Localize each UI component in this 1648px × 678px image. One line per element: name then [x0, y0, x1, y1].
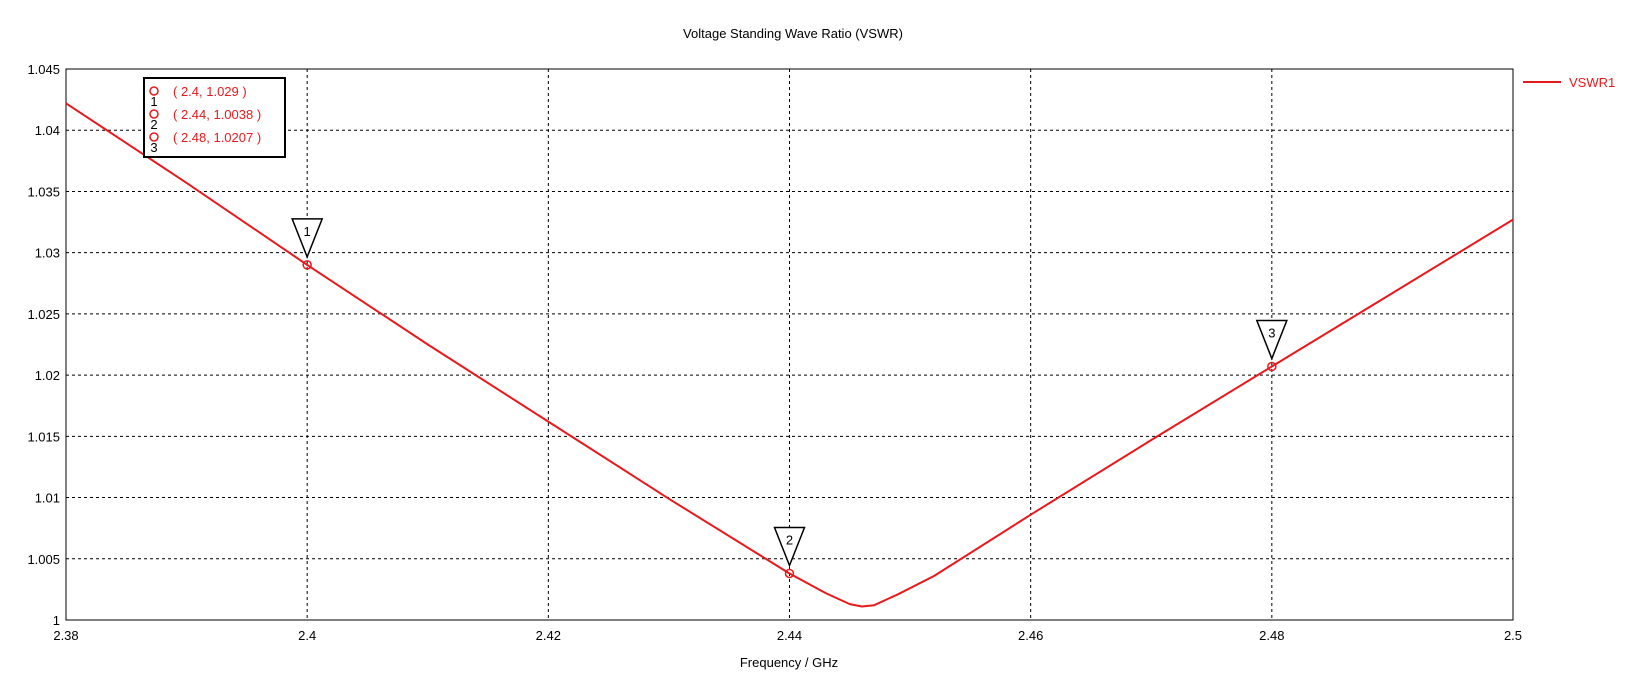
- plot-area-frame: [65, 68, 1514, 621]
- legend-label: VSWR1: [1569, 75, 1615, 90]
- y-tick-label: 1.035: [27, 184, 60, 199]
- y-tick-label: 1: [53, 613, 60, 628]
- marker-box-id: 3: [150, 140, 157, 155]
- marker-box-value: ( 2.4, 1.029 ): [173, 84, 247, 99]
- y-tick-label: 1.025: [27, 307, 60, 322]
- chart-title: Voltage Standing Wave Ratio (VSWR): [683, 26, 903, 41]
- marker-box-symbol: [149, 86, 159, 96]
- x-tick-label: 2.46: [1018, 628, 1043, 643]
- marker-box-value: ( 2.48, 1.0207 ): [173, 130, 261, 145]
- y-tick-labels: 1 1.005 1.01 1.015 1.02 1.025 1.03 1.035 1.04 1.0…: [27, 62, 60, 628]
- marker-layer: 1 2 3: [291, 218, 1288, 579]
- marker-point-3: [1267, 361, 1277, 372]
- y-tick-label: 1.01: [35, 491, 60, 506]
- series-line-vswr1: [65, 102, 1514, 608]
- x-tick-label: 2.42: [536, 628, 561, 643]
- marker-tag-number: 3: [1268, 326, 1275, 341]
- marker-box-symbol: [149, 132, 159, 142]
- x-tick-labels: 2.38 2.4 2.42 2.44 2.46 2.48 2.5: [53, 628, 1522, 643]
- x-tick-label: 2.44: [777, 628, 802, 643]
- marker-box-id: 2: [150, 117, 157, 132]
- y-tick-label: 1.03: [35, 246, 60, 261]
- marker-point-2: [784, 568, 795, 579]
- marker-box-value: ( 2.44, 1.0038 ): [173, 107, 261, 122]
- x-tick-label: 2.4: [298, 628, 316, 643]
- x-tick-label: 2.5: [1504, 628, 1522, 643]
- marker-tag-2: [773, 526, 806, 568]
- y-tick-label: 1.005: [27, 552, 60, 567]
- x-tick-label: 2.48: [1259, 628, 1284, 643]
- y-tick-label: 1.04: [35, 123, 60, 138]
- y-tick-label: 1.015: [27, 429, 60, 444]
- x-axis-title: Frequency / GHz: [740, 655, 838, 670]
- marker-tag-3: [1255, 319, 1288, 361]
- legend: VSWR1: [1523, 75, 1615, 90]
- marker-tag-1: [291, 218, 324, 259]
- marker-box-id: 1: [150, 94, 157, 109]
- x-tick-label: 2.38: [53, 628, 78, 643]
- marker-tag-number: 2: [786, 532, 793, 547]
- marker-box-symbol: [149, 109, 159, 119]
- y-tick-label: 1.045: [27, 62, 60, 77]
- marker-box-frame: [143, 77, 286, 158]
- y-tick-label: 1.02: [35, 368, 60, 383]
- marker-point-1: [302, 260, 312, 270]
- marker-tag-number: 1: [304, 224, 311, 239]
- marker-readout-box: 1 ( 2.4, 1.029 ) 2 ( 2.44, 1.0038 ) 3 ( 2.48,…: [143, 77, 286, 158]
- series-layer: [65, 102, 1514, 608]
